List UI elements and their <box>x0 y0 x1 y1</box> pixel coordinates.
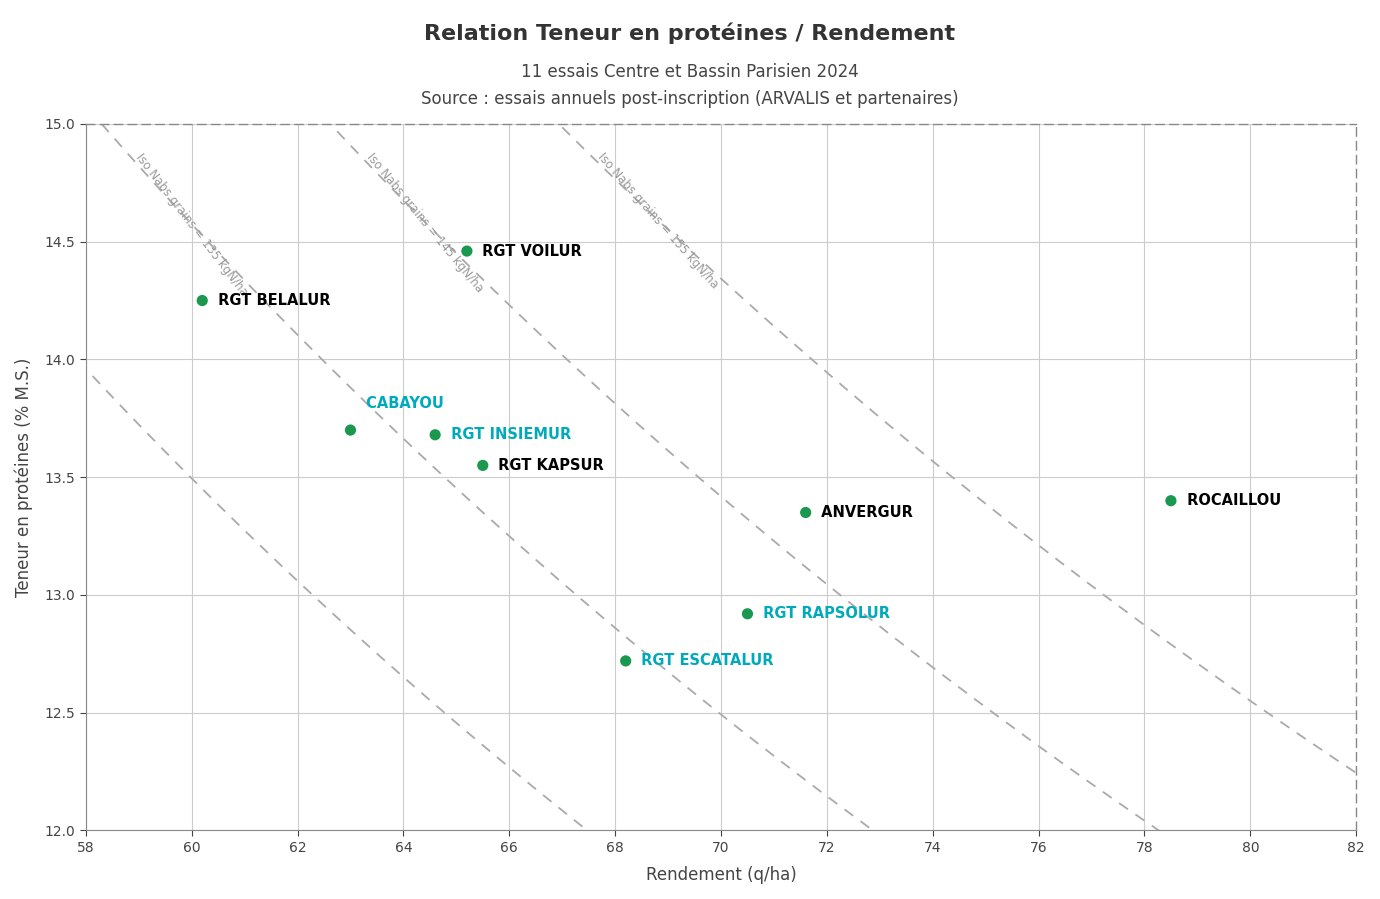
Y-axis label: Teneur en protéines (% M.S.): Teneur en protéines (% M.S.) <box>15 358 33 597</box>
Point <box>192 293 214 307</box>
Point <box>455 244 477 258</box>
Text: Iso Nabs grains = 145 kgN/ha: Iso Nabs grains = 145 kgN/ha <box>364 151 486 295</box>
Text: Iso Nabs grains = 155 kgN/ha: Iso Nabs grains = 155 kgN/ha <box>595 151 720 291</box>
Text: ANVERGUR: ANVERGUR <box>816 505 914 520</box>
Text: RGT KAPSUR: RGT KAPSUR <box>494 458 604 473</box>
X-axis label: Rendement (q/ha): Rendement (q/ha) <box>646 866 796 884</box>
Point <box>737 607 759 621</box>
Text: Source : essais annuels post-inscription (ARVALIS et partenaires): Source : essais annuels post-inscription… <box>421 90 959 108</box>
Point <box>472 458 494 473</box>
Point <box>795 505 817 520</box>
Text: CABAYOU: CABAYOU <box>362 396 444 411</box>
Text: RGT RAPSOLUR: RGT RAPSOLUR <box>758 606 890 621</box>
Text: RGT ESCATALUR: RGT ESCATALUR <box>636 654 774 668</box>
Text: RGT VOILUR: RGT VOILUR <box>477 244 582 259</box>
Text: Iso Nabs grains = 135 kgN/ha: Iso Nabs grains = 135 kgN/ha <box>132 151 250 298</box>
Text: 11 essais Centre et Bassin Parisien 2024: 11 essais Centre et Bassin Parisien 2024 <box>522 63 858 81</box>
Point <box>339 423 362 437</box>
Text: Relation Teneur en protéines / Rendement: Relation Teneur en protéines / Rendement <box>425 22 955 44</box>
Point <box>614 654 636 668</box>
Point <box>1159 494 1181 508</box>
Text: ROCAILLOU: ROCAILLOU <box>1181 494 1281 508</box>
Point <box>424 428 446 442</box>
Text: RGT INSIEMUR: RGT INSIEMUR <box>446 427 571 442</box>
Text: RGT BELALUR: RGT BELALUR <box>213 293 330 308</box>
